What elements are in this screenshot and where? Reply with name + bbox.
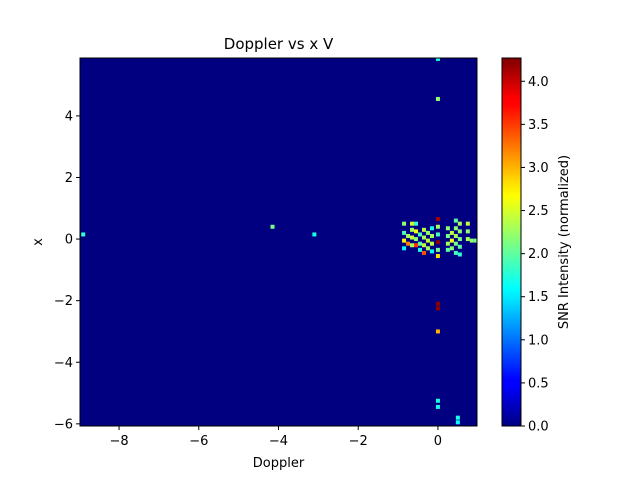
y-tick-label: −2	[54, 294, 73, 309]
heatmap-cell	[402, 230, 407, 235]
heatmap-cell	[453, 241, 458, 246]
colorbar-tick-label: 0.0	[528, 420, 549, 435]
colorbar-tick-label: 2.0	[528, 247, 549, 262]
y-tick-label: 2	[65, 171, 73, 186]
heatmap-cell	[406, 233, 411, 238]
heatmap-cell	[453, 226, 458, 231]
colorbar	[501, 57, 522, 427]
heatmap-cell	[418, 232, 422, 237]
y-tick-label: −4	[54, 356, 73, 371]
heatmap-cell	[455, 420, 460, 425]
colorbar-tick-label: 0.5	[528, 376, 549, 391]
heatmap-cell	[435, 254, 440, 259]
heatmap-cell	[435, 398, 440, 403]
heatmap-cell	[402, 238, 407, 243]
heatmap-cell	[414, 221, 419, 226]
heatmap-cell	[469, 238, 474, 243]
colorbar-tick-label: 1.0	[528, 333, 549, 348]
heatmap-cell	[449, 238, 454, 243]
heatmap-cell	[418, 247, 422, 252]
colorbar-tick-label: 4.0	[528, 75, 549, 90]
x-tick-label: −6	[189, 434, 208, 449]
heatmap-cell	[421, 243, 426, 248]
heatmap-cell	[429, 233, 434, 238]
colorbar-ticks: 0.0 0.5 1.0 1.5 2.0 2.5 3.0 3.5 4.0	[521, 75, 549, 435]
heatmap-cell	[435, 306, 440, 311]
x-tick-label: −8	[109, 434, 128, 449]
heatmap-cell	[457, 244, 462, 249]
heatmap-cell	[421, 235, 426, 240]
heatmap-cell	[455, 415, 460, 420]
colorbar-tick-label: 3.0	[528, 161, 549, 176]
y-tick-label: 4	[65, 109, 73, 124]
heatmap-cell	[421, 227, 426, 232]
heatmap-cell	[445, 226, 450, 231]
heatmap-cell	[445, 233, 450, 238]
plot-background	[80, 58, 477, 426]
heatmap-cell	[425, 230, 430, 235]
colorbar-label: SNR Intensity (normalized)	[557, 155, 572, 329]
heatmap-cell	[457, 237, 462, 242]
heatmap-cell	[435, 247, 440, 252]
heatmap-cell	[425, 238, 430, 243]
heatmap-cell	[457, 229, 462, 234]
heatmap-cell	[435, 96, 440, 101]
heatmap-cell	[414, 243, 419, 248]
y-tick-label: −6	[54, 417, 73, 432]
heatmap-cell	[435, 329, 440, 334]
heatmap-cell	[465, 221, 470, 226]
heatmap-cell	[435, 217, 440, 222]
heatmap-cell	[425, 246, 430, 251]
heatmap-cell	[402, 221, 407, 226]
heatmap-cell	[414, 229, 419, 234]
heatmap-cell	[457, 221, 462, 226]
heatmap-cell	[418, 241, 422, 246]
colorbar-tick-label: 2.5	[528, 204, 549, 219]
heatmap-cell	[465, 237, 470, 242]
heatmap-cell	[410, 227, 415, 232]
colorbar-tick-label: 1.5	[528, 290, 549, 305]
heatmap-cell	[435, 58, 440, 61]
heatmap-cell	[457, 252, 462, 257]
x-axis-ticks: −8 −6 −4 −2 0	[109, 426, 442, 449]
heatmap-cells	[81, 58, 477, 425]
y-axis-ticks: −6 −4 −2 0 2 4	[54, 109, 80, 432]
x-tick-label: −4	[269, 434, 288, 449]
heatmap-cell	[445, 247, 450, 252]
heatmap-cell	[435, 301, 440, 306]
heatmap-cell	[429, 226, 434, 231]
heatmap-cell	[453, 233, 458, 238]
heatmap-cell	[449, 246, 454, 251]
heatmap-cell	[410, 235, 415, 240]
heatmap-cell	[406, 241, 411, 246]
heatmap-cell	[414, 237, 419, 242]
y-axis-label: x	[31, 238, 46, 246]
heatmap-cell	[421, 250, 426, 255]
x-axis-label: Doppler	[253, 456, 305, 471]
heatmap-cell	[445, 241, 450, 246]
heatmap-cell	[449, 230, 454, 235]
heatmap-cell	[270, 224, 275, 229]
x-tick-label: −2	[349, 434, 368, 449]
y-tick-label: 0	[65, 233, 73, 248]
heatmap-cell	[465, 229, 470, 234]
heatmap-cell	[429, 241, 434, 246]
heatmap-cell	[410, 243, 415, 248]
heatmap-cell	[435, 224, 440, 229]
heatmap-cell	[435, 404, 440, 409]
heatmap-cell	[473, 238, 477, 243]
heatmap-cell	[81, 232, 86, 237]
heatmap-cell	[453, 218, 458, 223]
heatmap-cell	[435, 232, 440, 237]
x-tick-label: 0	[434, 434, 442, 449]
heatmap-cell	[402, 246, 407, 251]
chart-title: Doppler vs x V	[224, 35, 334, 53]
heatmap-cell	[312, 232, 317, 237]
colorbar-tick-label: 3.5	[528, 118, 549, 133]
heatmap-cell	[453, 250, 458, 255]
heatmap-cell	[429, 249, 434, 254]
heatmap-cell	[435, 240, 440, 245]
heatmap-cell	[410, 221, 415, 226]
